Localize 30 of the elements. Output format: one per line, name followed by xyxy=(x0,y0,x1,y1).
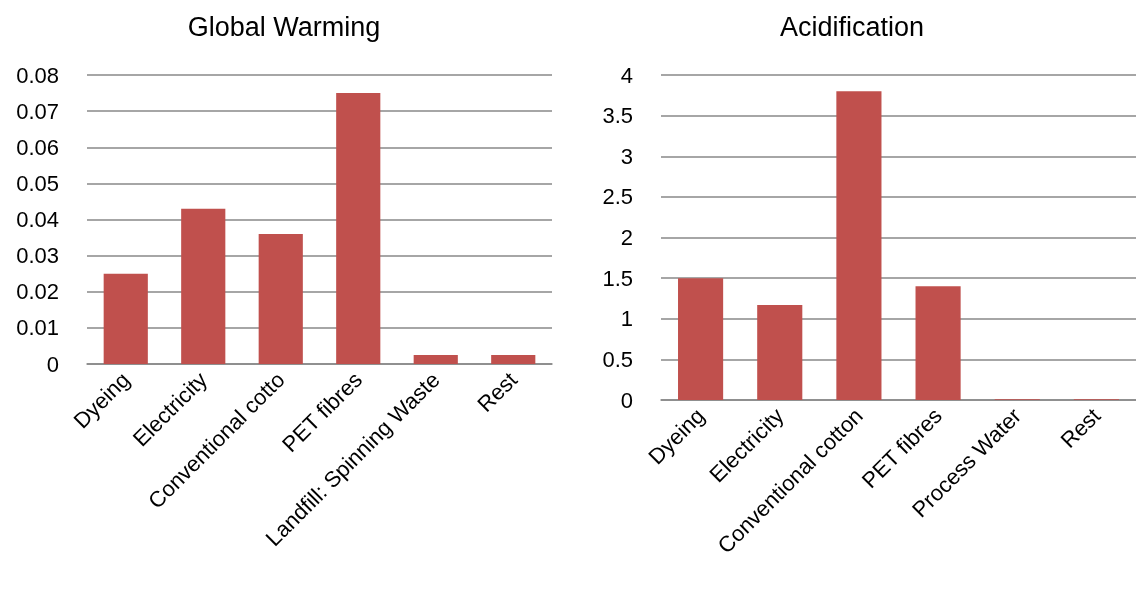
y-tick-label: 2 xyxy=(620,225,633,250)
y-tick-label: 0.01 xyxy=(16,315,59,341)
bar xyxy=(915,286,961,400)
y-tick-label: 0.07 xyxy=(16,98,59,124)
bar xyxy=(757,304,803,400)
y-tick-label: 0.02 xyxy=(16,279,59,305)
bar xyxy=(103,273,148,364)
y-tick-label: 0 xyxy=(46,351,59,377)
bar xyxy=(336,93,381,364)
y-tick-label: 1.5 xyxy=(602,265,633,291)
y-tick-label: 0.04 xyxy=(16,207,59,232)
y-tick-label: 0 xyxy=(620,387,633,413)
bar xyxy=(258,233,303,364)
y-tick-label: 0.05 xyxy=(16,170,59,196)
chart-title: Global Warming xyxy=(187,11,381,42)
y-tick-label: 2.5 xyxy=(602,184,633,210)
bar xyxy=(836,91,882,400)
bar xyxy=(181,208,226,364)
bar xyxy=(491,354,536,364)
y-tick-label: 1 xyxy=(620,306,633,332)
y-tick-label: 3 xyxy=(620,143,633,169)
bar xyxy=(678,278,724,400)
bar xyxy=(413,354,458,364)
y-tick-label: 4 xyxy=(620,62,633,88)
y-tick-label: 3.5 xyxy=(602,103,633,129)
y-tick-label: 0.5 xyxy=(602,346,633,372)
chart-title: Acidification xyxy=(779,11,925,42)
y-tick-label: 0.03 xyxy=(16,243,59,269)
y-tick-label: 0.06 xyxy=(16,134,59,160)
y-tick-label: 0.08 xyxy=(16,62,59,88)
